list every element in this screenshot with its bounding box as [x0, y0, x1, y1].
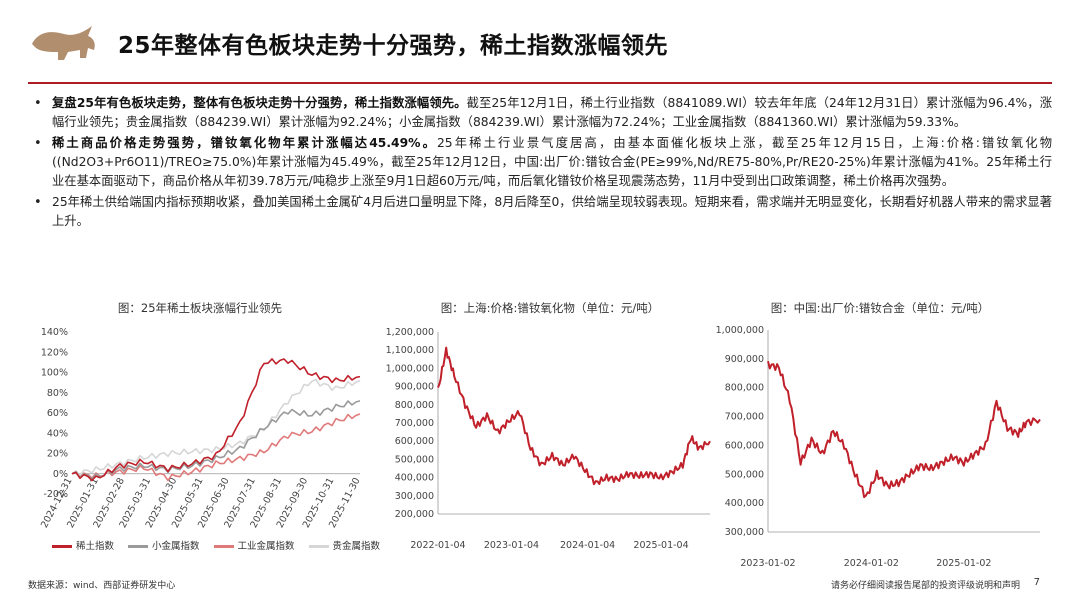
y-tick-label: 700,000	[395, 418, 434, 429]
series-line	[437, 346, 711, 486]
y-tick-label: -20%	[43, 489, 68, 500]
y-tick-label: 300,000	[395, 491, 434, 502]
data-source: 数据来源：wind、西部证券研发中心	[28, 581, 176, 591]
title-divider	[28, 82, 1052, 84]
y-tick-label: 1,100,000	[386, 345, 434, 356]
y-tick-label: 400,000	[725, 498, 764, 509]
x-tick-label: 2025-01-02	[936, 558, 991, 569]
bullet-item: 复盘25年有色板块走势，整体有色板块走势十分强势，稀土指数涨幅领先。截至25年1…	[28, 94, 1052, 132]
legend-item: 小金属指数	[128, 538, 200, 552]
y-tick-label: 100%	[41, 368, 68, 379]
page-number: 7	[1033, 577, 1040, 588]
y-tick-label: 120%	[41, 347, 68, 358]
y-tick-label: 900,000	[395, 382, 434, 393]
y-tick-label: 80%	[47, 388, 68, 399]
y-tick-label: 0%	[53, 469, 68, 480]
y-tick-label: 500,000	[725, 469, 764, 480]
bull-logo-icon	[32, 26, 95, 60]
series-line	[71, 378, 361, 477]
series-line	[71, 400, 361, 480]
chart-legend: 稀土指数 小金属指数 工业金属指数 贵金属指数	[52, 538, 380, 552]
y-tick-label: 600,000	[395, 436, 434, 447]
legend-item: 贵金属指数	[308, 538, 380, 552]
page-title: 25年整体有色板块走势十分强势，稀土指数涨幅领先	[118, 33, 669, 59]
x-tick-label: 2022-01-04	[410, 540, 465, 551]
bullet-item: 25年稀土供给端国内指标预期收紧，叠加美国稀土金属矿4月后进口量明显下降，8月后…	[28, 193, 1052, 231]
chart-title-alloy: 图：中国:出厂价:镨钕合金（单位：元/吨）	[770, 301, 990, 315]
y-tick-label: 700,000	[725, 412, 764, 423]
legend-item: 工业金属指数	[213, 538, 295, 552]
y-tick-label: 800,000	[395, 400, 434, 411]
y-tick-label: 600,000	[725, 440, 764, 451]
y-tick-label: 800,000	[725, 383, 764, 394]
y-tick-label: 1,000,000	[386, 363, 434, 374]
y-tick-label: 500,000	[395, 454, 434, 465]
y-tick-label: 300,000	[725, 527, 764, 538]
legend-item: 稀土指数	[52, 538, 114, 552]
y-tick-label: 40%	[47, 428, 68, 439]
y-tick-label: 140%	[41, 327, 68, 338]
x-tick-label: 2024-01-04	[560, 540, 615, 551]
y-tick-label: 1,000,000	[716, 325, 764, 336]
series-line	[71, 413, 361, 482]
y-tick-label: 60%	[47, 408, 68, 419]
y-tick-label: 1,200,000	[386, 327, 434, 338]
y-tick-label: 200,000	[395, 509, 434, 520]
x-tick-label: 2023-01-02	[740, 558, 795, 569]
disclaimer: 请务必仔细阅读报告尾部的投资评级说明和声明	[830, 581, 1020, 591]
chart-title-sector: 图：25年稀土板块涨幅行业领先	[117, 301, 283, 315]
y-tick-label: 20%	[47, 449, 68, 460]
y-tick-label: 900,000	[725, 354, 764, 365]
chart-title-oxide: 图：上海:价格:镨钕氧化物（单位：元/吨）	[440, 301, 660, 315]
bullet-list: 复盘25年有色板块走势，整体有色板块走势十分强势，稀土指数涨幅领先。截至25年1…	[28, 94, 1052, 233]
series-line	[767, 361, 1041, 499]
y-tick-label: 400,000	[395, 473, 434, 484]
series-line	[71, 358, 361, 482]
x-tick-label: 2023-01-04	[484, 540, 539, 551]
bullet-item: 稀土商品价格走势强势，镨钕氧化物年累计涨幅达45.49%。25年稀土行业景气度居…	[28, 134, 1052, 191]
x-tick-label: 2025-01-04	[633, 540, 688, 551]
x-tick-label: 2024-01-02	[844, 558, 899, 569]
